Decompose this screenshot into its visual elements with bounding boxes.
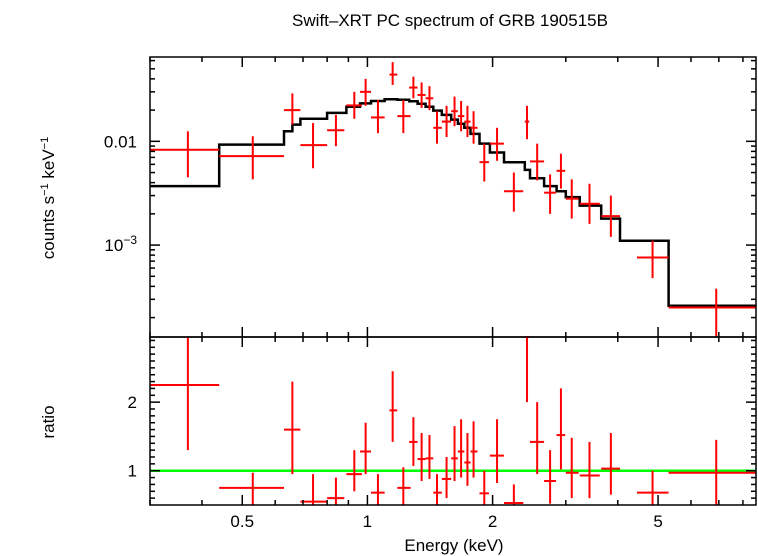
ratio-data-point bbox=[219, 472, 284, 505]
ratio-data-point bbox=[668, 439, 756, 505]
x-tick-label: 1 bbox=[363, 512, 372, 531]
spectrum-data-point bbox=[524, 105, 530, 140]
model-curve bbox=[150, 97, 756, 308]
spectrum-data-point bbox=[565, 179, 579, 219]
spectrum-data-point bbox=[327, 114, 345, 147]
spectrum-data-point bbox=[283, 93, 301, 125]
y-axis-label-spectrum: counts s−1 keV−1 bbox=[39, 137, 58, 259]
ratio-data-point bbox=[503, 484, 524, 505]
ratio-data-point bbox=[637, 470, 669, 505]
y-tick-label: 1 bbox=[128, 462, 137, 481]
ratio-data-point bbox=[457, 419, 465, 478]
ratio-panel: 0.5 1 2 5 2 1 bbox=[128, 336, 757, 531]
spectrum-data-point bbox=[346, 91, 362, 119]
x-tick-label: 5 bbox=[653, 512, 662, 531]
ratio-data-point bbox=[441, 457, 452, 499]
y-tick-label: 0.01 bbox=[104, 132, 137, 151]
ratio-data-point bbox=[346, 450, 362, 492]
spectrum-data-point bbox=[219, 136, 284, 180]
ratio-data-point bbox=[283, 381, 301, 475]
ratio-data-point bbox=[579, 441, 600, 499]
spectrum-data-point bbox=[470, 111, 478, 144]
spectrum-data-point bbox=[489, 127, 504, 161]
spectrum-data-point bbox=[360, 78, 371, 106]
ratio-data-point bbox=[544, 450, 556, 504]
ratio-data-point bbox=[479, 470, 489, 505]
ratio-data-point bbox=[464, 433, 471, 486]
ratio-frame bbox=[149, 336, 757, 506]
x-axis-label: Energy (keV) bbox=[404, 536, 503, 555]
spectrum-data-point bbox=[397, 100, 411, 134]
ratio-data-point bbox=[565, 437, 579, 499]
x-tick-label: 0.5 bbox=[230, 512, 254, 531]
spectrum-data-point bbox=[637, 240, 669, 279]
ratio-data-point bbox=[417, 433, 426, 481]
ratio-data-point bbox=[397, 467, 411, 505]
ratio-data-point bbox=[451, 426, 458, 481]
ratio-data-point bbox=[300, 474, 328, 505]
spectrum-data-point bbox=[601, 195, 621, 237]
spectrum-data-point bbox=[433, 111, 442, 144]
ratio-data-point bbox=[409, 417, 418, 466]
spectrum-data-point bbox=[668, 288, 756, 337]
ratio-data-point bbox=[150, 337, 220, 451]
spectrum-data-point bbox=[457, 100, 465, 132]
spectrum-data-point bbox=[529, 143, 545, 181]
spectrum-data-point bbox=[579, 183, 600, 224]
spectrum-data-point bbox=[425, 86, 434, 111]
ratio-data-point bbox=[370, 474, 385, 505]
y-axis-label-ratio: ratio bbox=[39, 405, 58, 438]
spectrum-data-point bbox=[300, 123, 328, 169]
spectrum-data-point bbox=[150, 131, 220, 178]
ratio-data-point bbox=[470, 421, 478, 478]
spectrum-data-point bbox=[544, 174, 556, 214]
ratio-data-point bbox=[556, 388, 566, 470]
ratio-data-point bbox=[360, 422, 371, 475]
ratio-data-point bbox=[389, 371, 398, 442]
spectrum-data-point bbox=[464, 105, 471, 138]
ratio-data-point bbox=[601, 433, 621, 495]
ratio-data-point bbox=[327, 477, 345, 505]
ratio-data-point bbox=[489, 419, 504, 484]
spectrum-data-point bbox=[370, 100, 385, 134]
ratio-data-point bbox=[529, 402, 545, 475]
x-tick-label: 2 bbox=[488, 512, 497, 531]
chart-title: Swift–XRT PC spectrum of GRB 190515B bbox=[292, 11, 608, 30]
spectrum-data-point bbox=[451, 96, 458, 127]
spectrum-data-point bbox=[417, 82, 426, 108]
spectrum-data-point bbox=[441, 105, 452, 138]
ratio-data-point bbox=[425, 435, 434, 479]
y-tick-label: 10−3 bbox=[104, 233, 137, 255]
spectrum-data-point bbox=[409, 76, 418, 99]
ratio-data-point bbox=[433, 474, 442, 505]
spectrum-data-point bbox=[556, 153, 566, 189]
spectrum-data-point bbox=[479, 143, 489, 182]
spectrum-data-point bbox=[389, 62, 398, 85]
y-tick-label: 2 bbox=[128, 393, 137, 412]
spectrum-data-point bbox=[503, 172, 524, 212]
